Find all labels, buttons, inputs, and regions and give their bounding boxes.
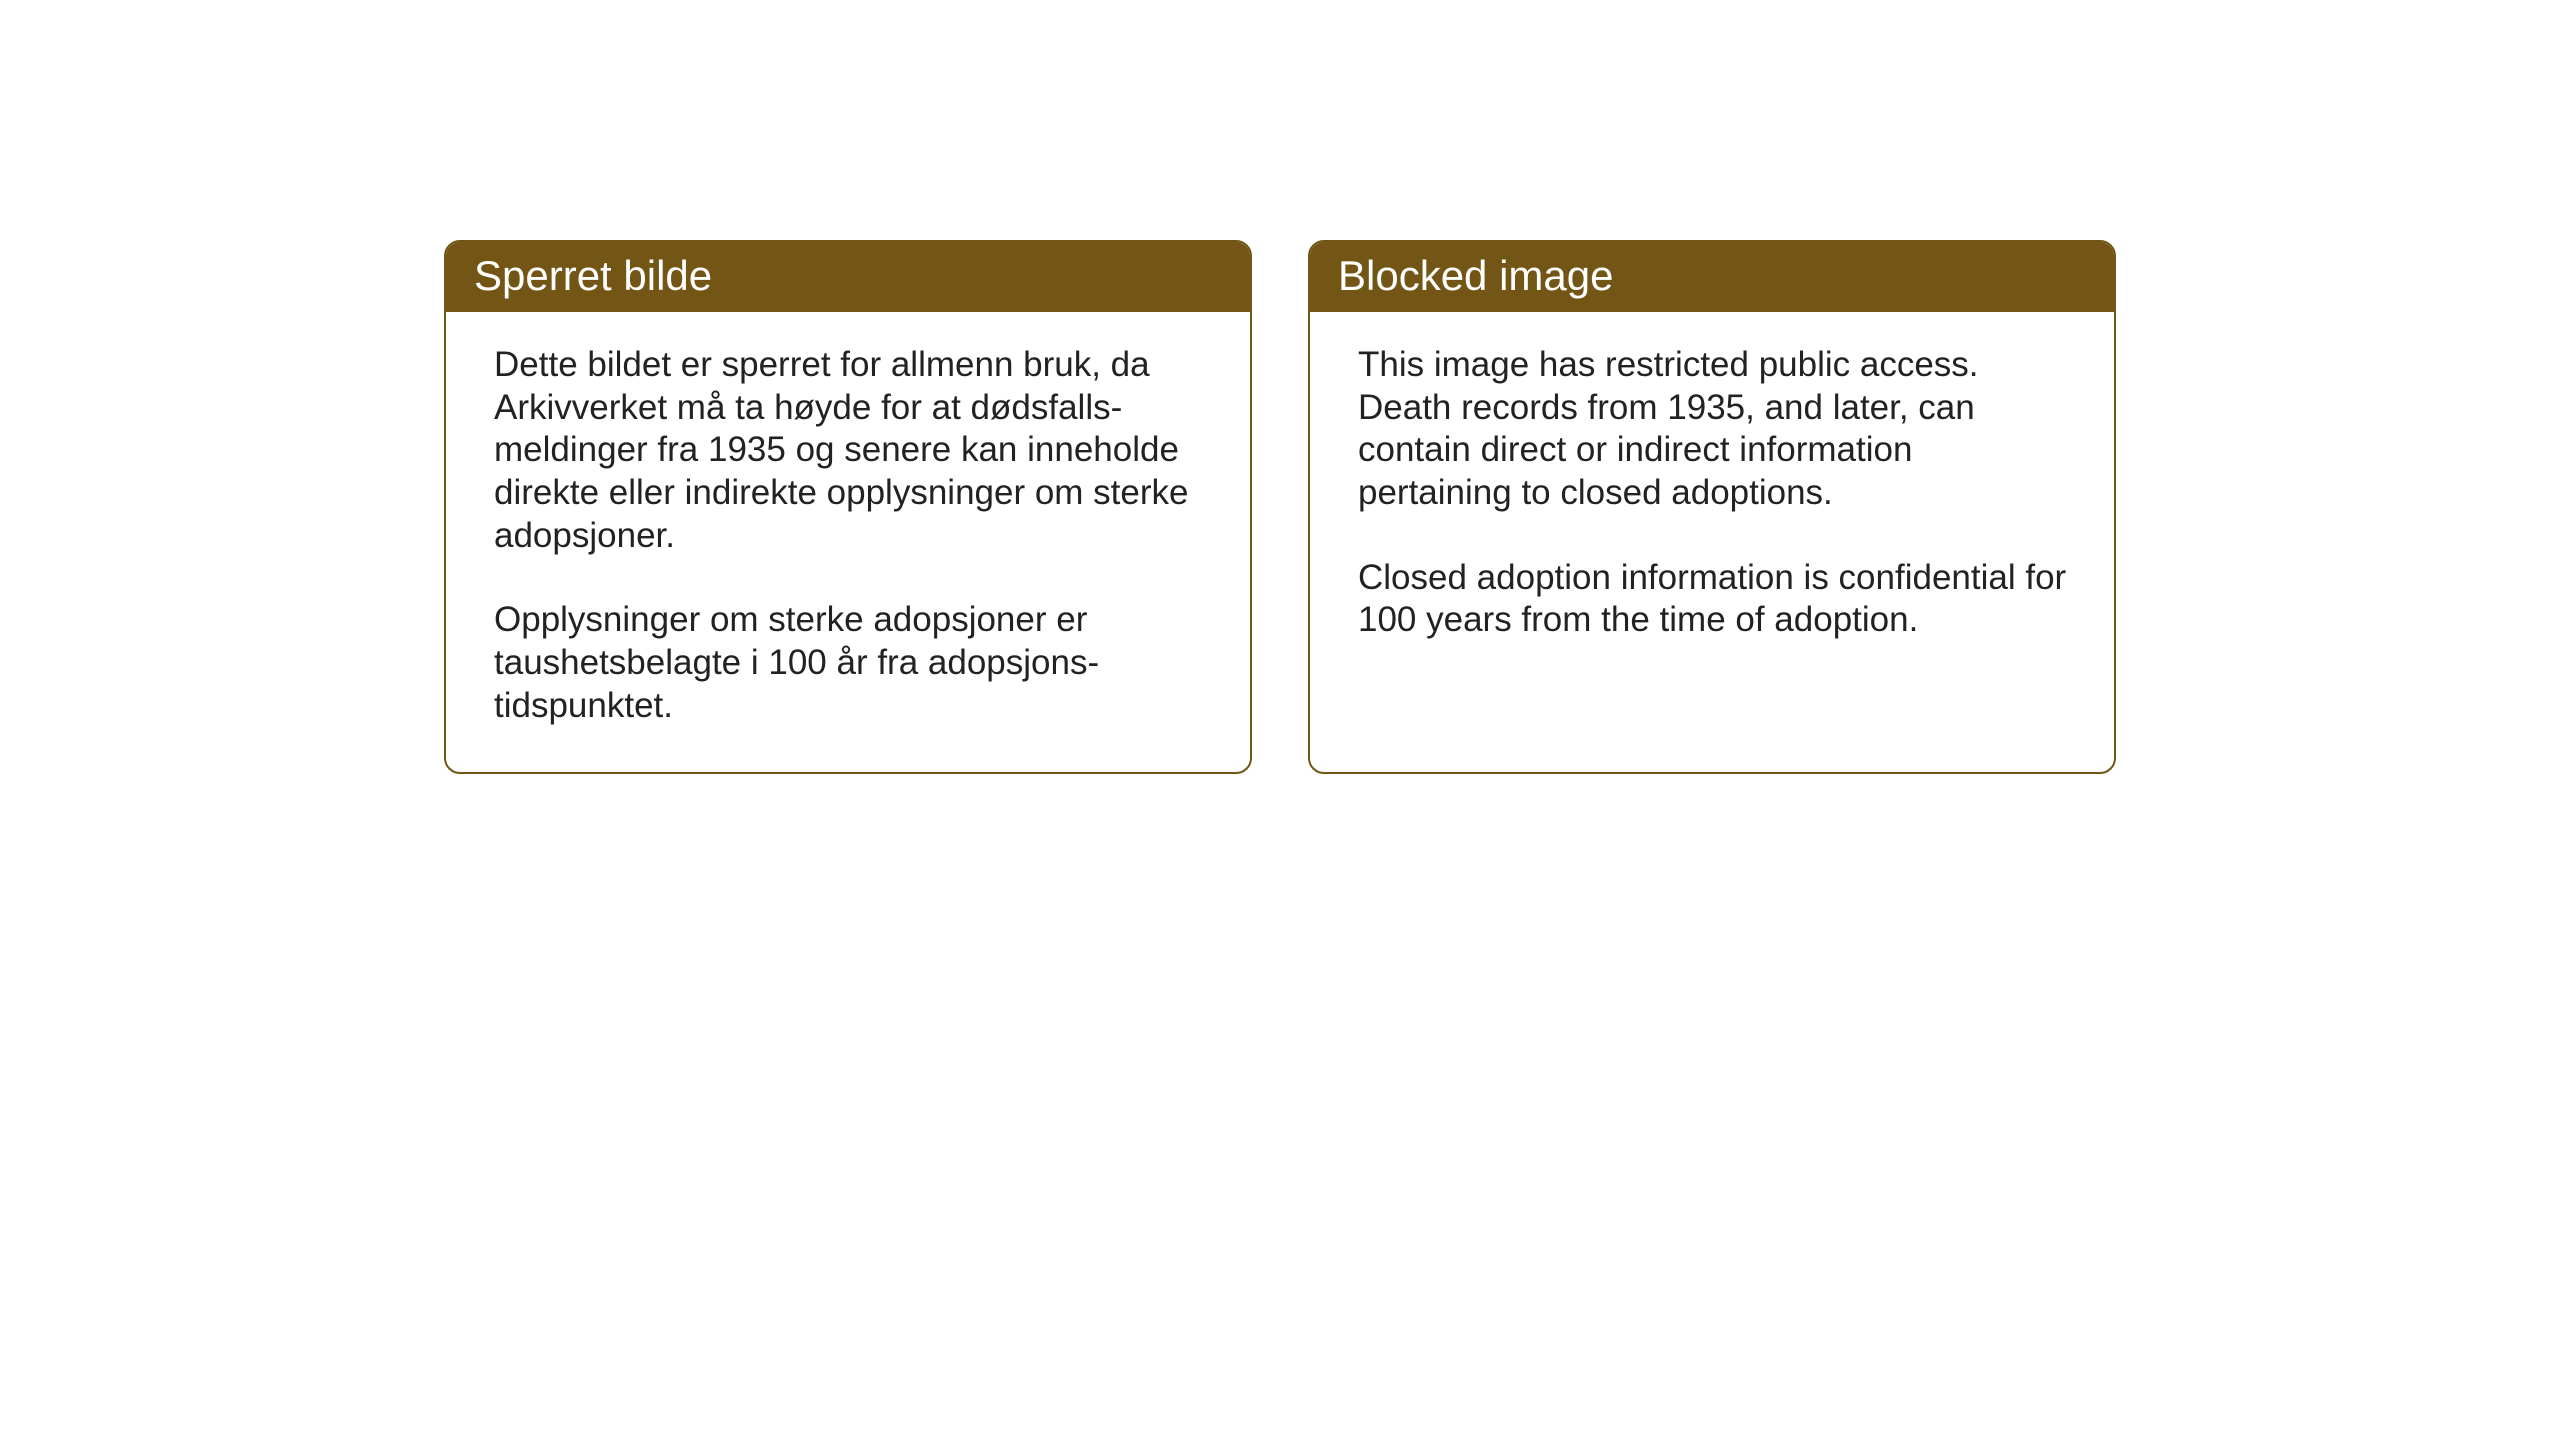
- notice-paragraph-1-norwegian: Dette bildet er sperret for allmenn bruk…: [494, 344, 1206, 557]
- blocked-image-card-norwegian: Sperret bilde Dette bildet er sperret fo…: [444, 240, 1252, 774]
- notice-paragraph-2-english: Closed adoption information is confident…: [1358, 557, 2070, 642]
- card-header-norwegian: Sperret bilde: [446, 242, 1250, 312]
- card-body-english: This image has restricted public access.…: [1310, 312, 2114, 772]
- blocked-image-card-english: Blocked image This image has restricted …: [1308, 240, 2116, 774]
- notice-paragraph-2-norwegian: Opplysninger om sterke adopsjoner er tau…: [494, 599, 1206, 727]
- card-body-norwegian: Dette bildet er sperret for allmenn bruk…: [446, 312, 1250, 772]
- notice-paragraph-1-english: This image has restricted public access.…: [1358, 344, 2070, 515]
- notice-cards-container: Sperret bilde Dette bildet er sperret fo…: [444, 240, 2116, 774]
- card-header-english: Blocked image: [1310, 242, 2114, 312]
